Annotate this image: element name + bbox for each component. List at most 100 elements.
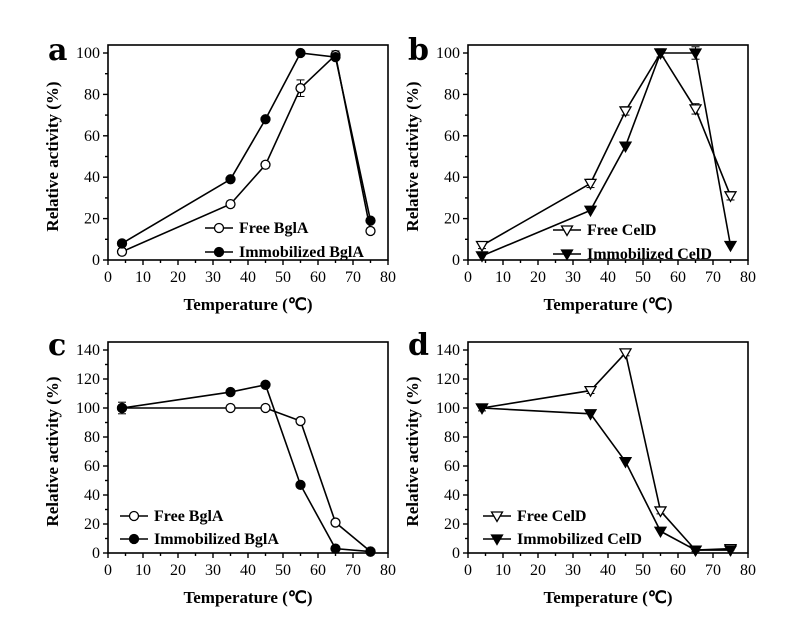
data-point: [583, 205, 598, 218]
legend-marker: [213, 222, 225, 234]
y-tick-label: 60: [444, 128, 460, 145]
y-tick-label: 80: [444, 429, 460, 446]
data-point: [260, 159, 271, 170]
series-line: [122, 407, 372, 553]
x-tick-label: 0: [464, 562, 472, 579]
x-tick-label: 60: [310, 562, 326, 579]
legend-label: Free BglA: [239, 220, 309, 237]
y-tick-label: 80: [444, 86, 460, 103]
y-tick-label: 40: [444, 487, 460, 504]
y-tick-label: 140: [76, 342, 100, 359]
data-point: [225, 198, 236, 210]
data-point: [723, 545, 738, 557]
x-tick-label: 10: [135, 562, 151, 579]
legend-marker: [213, 246, 225, 258]
plot-frame: [107, 341, 389, 554]
legend-label: Free CelD: [587, 222, 656, 239]
x-tick-label: 0: [104, 562, 112, 579]
data-point: [260, 114, 271, 125]
panel-letter: c: [48, 328, 66, 363]
legend-marker: [490, 534, 504, 546]
y-tick-label: 80: [84, 86, 100, 103]
data-point: [365, 215, 376, 226]
legend-label: Immobilized CelD: [587, 246, 712, 263]
data-point: [116, 402, 128, 414]
data-point: [295, 47, 306, 59]
x-tick-label: 80: [740, 562, 756, 579]
x-tick-label: 30: [205, 562, 221, 579]
y-tick-label: 0: [92, 252, 100, 269]
x-tick-label: 20: [530, 269, 546, 286]
data-point: [653, 48, 668, 60]
x-tick-label: 10: [495, 269, 511, 286]
legend-marker: [560, 249, 574, 261]
x-tick-label: 50: [635, 269, 651, 286]
data-point: [583, 409, 598, 421]
x-tick-label: 40: [600, 562, 616, 579]
data-point: [225, 402, 236, 414]
data-point: [618, 456, 633, 469]
x-axis-label: Temperature (℃): [183, 588, 312, 607]
legend-marker: [560, 225, 574, 237]
data-point: [116, 238, 128, 249]
x-axis-label: Temperature (℃): [543, 295, 672, 314]
series-immobilized: [116, 47, 376, 249]
x-tick-label: 30: [565, 562, 581, 579]
data-point: [365, 546, 376, 557]
x-tick-label: 70: [705, 562, 721, 579]
y-tick-label: 80: [84, 429, 100, 446]
data-point: [723, 240, 738, 253]
data-point: [688, 545, 703, 557]
legend-marker: [128, 533, 140, 545]
data-point: [583, 385, 598, 398]
x-tick-label: 80: [740, 269, 756, 286]
x-tick-label: 20: [170, 562, 186, 579]
y-axis-label: Relative activity (%): [43, 376, 62, 526]
plot-frame: [467, 341, 749, 554]
series-line: [121, 52, 372, 245]
series-line: [481, 51, 732, 247]
data-point: [618, 141, 633, 153]
legend-label: Immobilized BglA: [154, 531, 279, 548]
x-axis-label: Temperature (℃): [183, 295, 312, 314]
y-tick-label: 60: [84, 458, 100, 475]
y-tick-label: 20: [444, 516, 460, 533]
legend-label: Free BglA: [154, 508, 224, 525]
y-axis-label: Relative activity (%): [403, 81, 422, 231]
data-point: [330, 51, 341, 63]
data-point: [295, 479, 306, 491]
data-point: [260, 379, 271, 390]
legend-marker: [490, 511, 504, 523]
panel-d: d 0 10 20 30 40 50 60 70 80 0 20 40 60 80 100 120 140 Temp…: [403, 328, 756, 607]
data-point: [295, 83, 306, 94]
x-tick-label: 20: [170, 269, 186, 286]
x-tick-label: 40: [240, 562, 256, 579]
x-tick-label: 50: [635, 562, 651, 579]
series-immobilized: [475, 403, 738, 557]
data-point: [688, 48, 703, 60]
y-axis-label: Relative activity (%): [43, 81, 62, 231]
series-line: [481, 52, 732, 257]
x-tick-label: 70: [345, 269, 361, 286]
data-point: [475, 251, 489, 263]
x-tick-label: 30: [565, 269, 581, 286]
x-tick-label: 0: [104, 269, 112, 286]
data-point: [723, 191, 738, 203]
x-tick-label: 60: [310, 269, 326, 286]
y-tick-label: 100: [76, 400, 100, 417]
x-tick-label: 40: [240, 269, 256, 286]
data-point: [365, 225, 376, 237]
data-point: [260, 402, 271, 414]
panel-letter: b: [408, 33, 429, 68]
series-line: [121, 383, 371, 553]
x-tick-label: 50: [275, 562, 291, 579]
x-tick-label: 50: [275, 269, 291, 286]
y-tick-label: 100: [436, 45, 460, 62]
y-tick-label: 0: [452, 252, 460, 269]
x-tick-label: 60: [670, 562, 686, 579]
data-point: [225, 386, 236, 398]
data-point: [475, 240, 489, 253]
y-tick-label: 60: [84, 128, 100, 145]
y-tick-label: 60: [444, 458, 460, 475]
